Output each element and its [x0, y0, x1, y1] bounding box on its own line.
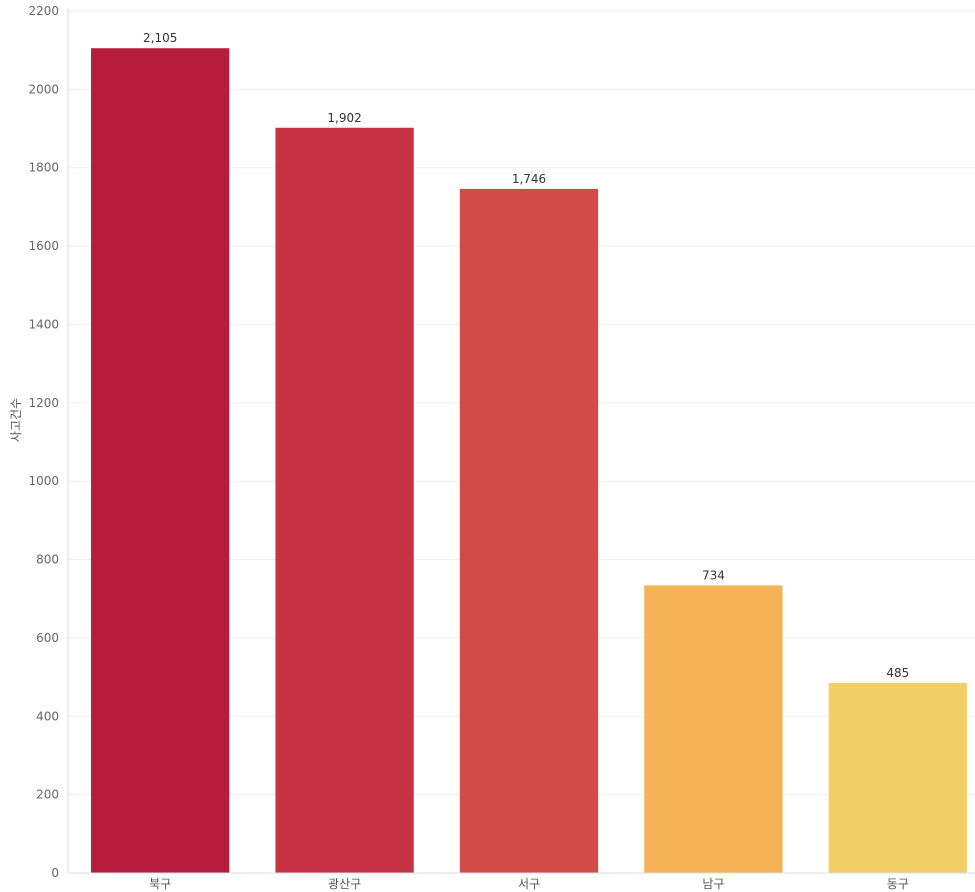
- data-labels: 2,105 1,902 1,746 734 485: [143, 31, 909, 680]
- y-tick-label: 600: [36, 631, 59, 645]
- bar-4[interactable]: [644, 585, 783, 873]
- y-tick-label: 200: [36, 788, 59, 802]
- data-label: 2,105: [143, 31, 177, 45]
- data-label: 734: [702, 568, 725, 582]
- y-tick-label: 1800: [28, 161, 59, 175]
- y-tick-label: 400: [36, 709, 59, 723]
- bars: [91, 48, 967, 874]
- y-tick-label: 800: [36, 553, 59, 567]
- x-tick-label: 광산구: [328, 877, 361, 891]
- y-tick-label: 1000: [28, 474, 59, 488]
- x-axis-ticks: 북구 광산구 서구 남구 동구: [149, 877, 909, 891]
- bar-5[interactable]: [828, 682, 967, 873]
- data-label: 1,746: [512, 172, 546, 186]
- y-axis-title: 사고건수: [9, 398, 23, 442]
- y-axis-ticks: 0 200 400 600 800 1000 1200 1400 1600 1800 2000 220…: [28, 4, 59, 880]
- x-tick-label: 남구: [702, 877, 724, 891]
- y-tick-label: 1200: [28, 396, 59, 410]
- x-tick-label: 북구: [149, 877, 171, 891]
- y-tick-label: 0: [51, 866, 59, 880]
- x-tick-label: 동구: [887, 877, 909, 891]
- bar-1[interactable]: [91, 48, 230, 874]
- bar-2[interactable]: [275, 127, 414, 873]
- bar-3[interactable]: [459, 188, 599, 874]
- y-tick-label: 2000: [28, 82, 59, 96]
- x-tick-label: 서구: [518, 877, 540, 891]
- y-tick-label: 1600: [28, 239, 59, 253]
- data-label: 1,902: [327, 111, 361, 125]
- y-tick-label: 1400: [28, 317, 59, 331]
- data-label: 485: [886, 666, 909, 680]
- y-tick-label: 2200: [28, 4, 59, 18]
